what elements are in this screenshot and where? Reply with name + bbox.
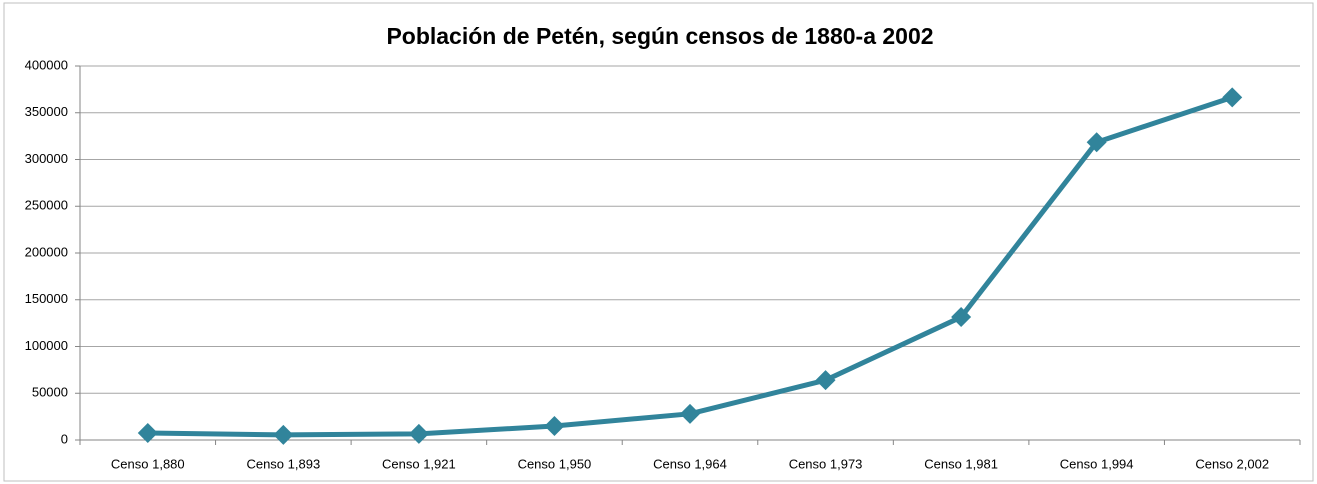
y-tick-label: 300000 (25, 151, 68, 166)
y-tick-label: 50000 (32, 385, 68, 400)
marker (408, 423, 429, 444)
y-tick-label: 350000 (25, 104, 68, 119)
marker (1222, 87, 1243, 108)
x-tick-label: Censo 1,893 (246, 456, 320, 471)
y-tick-label: 0 (61, 431, 68, 446)
marker (137, 422, 158, 443)
y-tick-label: 200000 (25, 244, 68, 259)
marker (273, 424, 294, 445)
x-tick-label: Censo 1,921 (382, 456, 456, 471)
x-tick-label: Censo 1,880 (111, 456, 185, 471)
marker (1086, 132, 1107, 153)
y-tick-label: 150000 (25, 291, 68, 306)
y-tick-label: 100000 (25, 338, 68, 353)
chart-title: Población de Petén, según censos de 1880… (386, 23, 933, 49)
marker (680, 403, 700, 424)
x-tick-label: Censo 2,002 (1195, 456, 1269, 471)
marker (815, 370, 836, 391)
x-tick-label: Censo 1,973 (789, 456, 863, 471)
x-tick-label: Censo 1,981 (924, 456, 998, 471)
marker (951, 307, 972, 328)
chart-frame (3, 2, 1314, 482)
marker (544, 415, 565, 436)
x-tick-label: Censo 1,964 (653, 456, 727, 471)
y-tick-label: 250000 (25, 198, 68, 213)
x-tick-label: Censo 1,994 (1060, 456, 1134, 471)
x-tick-label: Censo 1,950 (518, 456, 592, 471)
y-tick-label: 400000 (25, 57, 68, 72)
